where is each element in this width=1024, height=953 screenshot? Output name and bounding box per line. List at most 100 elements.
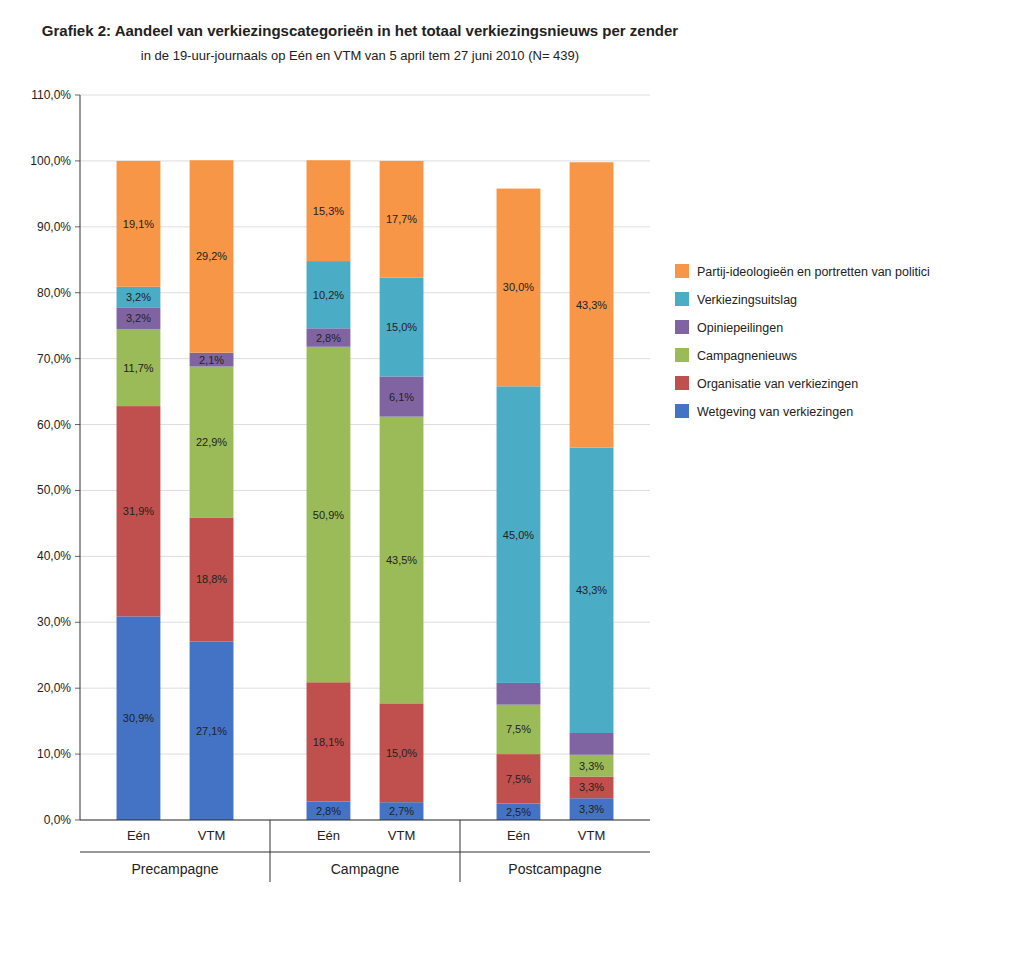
bar-segment bbox=[497, 804, 541, 820]
data-label: 7,5% bbox=[506, 773, 531, 785]
legend: Partij-ideologieën en portretten van pol… bbox=[675, 264, 930, 419]
grid-line bbox=[80, 622, 650, 623]
bar-segment bbox=[497, 754, 541, 803]
y-tick bbox=[75, 226, 80, 227]
data-label: 18,1% bbox=[313, 736, 344, 748]
y-tick bbox=[75, 622, 80, 623]
bar-segment bbox=[117, 406, 161, 616]
grid-line bbox=[80, 820, 650, 821]
bar-segment bbox=[497, 705, 541, 754]
chart-svg: Grafiek 2: Aandeel van verkiezingscatego… bbox=[0, 0, 1024, 953]
bar-segment bbox=[570, 777, 614, 799]
data-label: 17,7% bbox=[386, 213, 417, 225]
subtitle: in de 19-uur-journaals op Eén en VTM van… bbox=[141, 48, 579, 63]
data-label: 11,7% bbox=[123, 362, 154, 374]
y-tick-label: 40,0% bbox=[37, 549, 71, 563]
y-tick-label: 0,0% bbox=[44, 813, 72, 827]
data-label: 3,2% bbox=[126, 312, 151, 324]
data-label: 2,8% bbox=[316, 805, 341, 817]
legend-label: Opiniepeilingen bbox=[697, 321, 783, 335]
data-label: 3,3% bbox=[579, 781, 604, 793]
grid-line bbox=[80, 160, 650, 161]
y-tick-label: 80,0% bbox=[37, 286, 71, 300]
bar-segment bbox=[570, 798, 614, 820]
bar-segment bbox=[570, 162, 614, 447]
data-label: 30,9% bbox=[123, 712, 154, 724]
data-label: 2,7% bbox=[389, 805, 414, 817]
y-tick-label: 10,0% bbox=[37, 747, 71, 761]
y-tick-label: 50,0% bbox=[37, 483, 71, 497]
grid-line bbox=[80, 226, 650, 227]
legend-label: Organisatie van verkiezingen bbox=[697, 377, 858, 391]
data-label: 43,3% bbox=[576, 299, 607, 311]
data-label: 3,3% bbox=[579, 760, 604, 772]
group-label: Postcampagne bbox=[508, 861, 602, 877]
grid-line bbox=[80, 688, 650, 689]
bar-segment bbox=[380, 376, 424, 416]
data-label: 15,0% bbox=[386, 321, 417, 333]
y-tick bbox=[75, 754, 80, 755]
bar-segment bbox=[307, 328, 351, 346]
y-tick bbox=[75, 688, 80, 689]
x-tick-label: VTM bbox=[388, 828, 415, 843]
bar-segment bbox=[497, 683, 541, 705]
x-tick-label: Eén bbox=[127, 828, 150, 843]
data-label: 2,5% bbox=[506, 806, 531, 818]
grid-line bbox=[80, 358, 650, 359]
data-label: 2,1% bbox=[199, 354, 224, 366]
bar-segment bbox=[190, 367, 234, 518]
bar-segment bbox=[570, 755, 614, 777]
bar-segment bbox=[190, 517, 234, 641]
data-label: 31,9% bbox=[123, 505, 154, 517]
grid-line bbox=[80, 95, 650, 96]
legend-label: Wetgeving van verkiezingen bbox=[697, 405, 853, 419]
grid-line bbox=[80, 754, 650, 755]
grid-line bbox=[80, 424, 650, 425]
group-separator bbox=[80, 852, 650, 853]
data-label: 43,3% bbox=[576, 584, 607, 596]
bar-segment bbox=[117, 329, 161, 406]
grid-line bbox=[80, 490, 650, 491]
bar-segment bbox=[117, 308, 161, 329]
data-label: 29,2% bbox=[196, 250, 227, 262]
bar-segment bbox=[307, 160, 351, 261]
data-label: 43,5% bbox=[386, 554, 417, 566]
data-label: 15,3% bbox=[313, 205, 344, 217]
legend-swatch bbox=[675, 292, 689, 306]
data-label: 45,0% bbox=[503, 529, 534, 541]
data-label: 50,9% bbox=[313, 509, 344, 521]
bar-segment bbox=[307, 347, 351, 682]
group-label: Campagne bbox=[331, 861, 400, 877]
bar-segment bbox=[190, 641, 234, 820]
y-tick-label: 90,0% bbox=[37, 220, 71, 234]
legend-swatch bbox=[675, 264, 689, 278]
legend-label: Verkiezingsuitslag bbox=[697, 293, 797, 307]
bar-segment bbox=[190, 160, 234, 352]
legend-label: Campagnenieuws bbox=[697, 349, 797, 363]
bar-segment bbox=[307, 802, 351, 820]
y-tick-label: 20,0% bbox=[37, 681, 71, 695]
title: Grafiek 2: Aandeel van verkiezingscatego… bbox=[42, 22, 678, 39]
x-tick-label: Eén bbox=[507, 828, 530, 843]
bar-segment bbox=[497, 189, 541, 387]
data-label: 30,0% bbox=[503, 281, 534, 293]
grid bbox=[80, 95, 650, 820]
bar-segment bbox=[307, 261, 351, 328]
grid-line bbox=[80, 292, 650, 293]
legend-swatch bbox=[675, 348, 689, 362]
data-label: 3,2% bbox=[126, 291, 151, 303]
bar-segment bbox=[117, 161, 161, 287]
y-tick-label: 60,0% bbox=[37, 418, 71, 432]
data-label: 10,2% bbox=[313, 289, 344, 301]
y-axis-line bbox=[80, 95, 81, 820]
data-label: 2,8% bbox=[316, 332, 341, 344]
data-label: 6,1% bbox=[389, 391, 414, 403]
bar-segment bbox=[497, 386, 541, 683]
bar-segment bbox=[117, 616, 161, 820]
data-label: 22,9% bbox=[196, 436, 227, 448]
grid-line bbox=[80, 556, 650, 557]
data-label: 18,8% bbox=[196, 573, 227, 585]
x-tick-label: VTM bbox=[198, 828, 225, 843]
bar-segment bbox=[570, 733, 614, 755]
group-label: Precampagne bbox=[131, 861, 218, 877]
